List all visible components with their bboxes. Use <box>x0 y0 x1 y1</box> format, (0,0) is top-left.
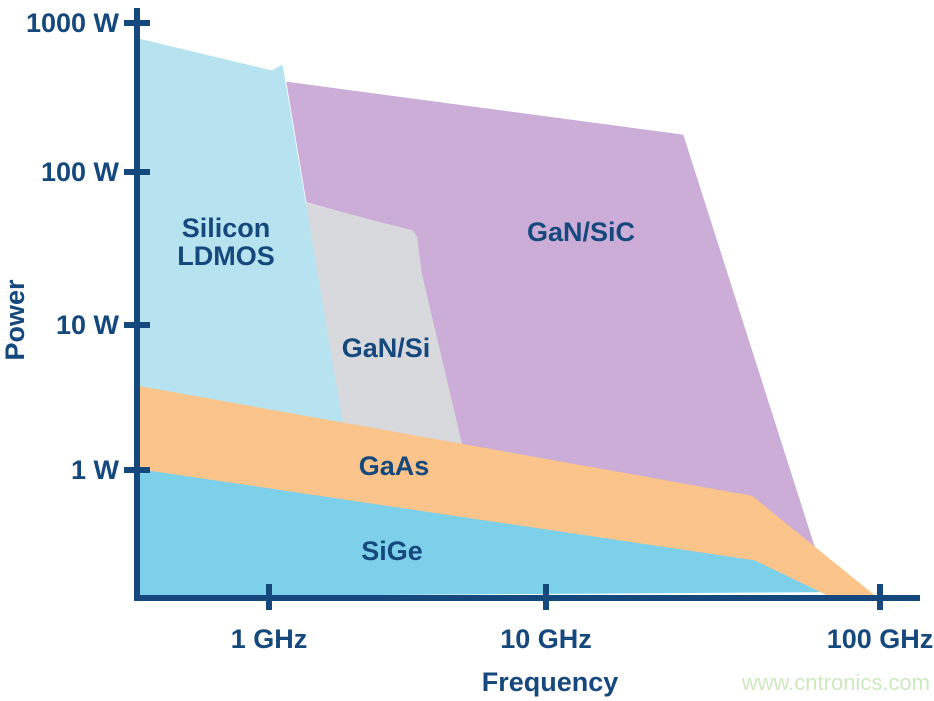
x-axis-title: Frequency <box>482 667 619 697</box>
x-tick-label: 10 GHz <box>500 624 592 654</box>
region-label-silicon-ldmos: LDMOS <box>177 241 275 271</box>
region-label-gan-si: GaN/Si <box>342 333 431 363</box>
y-tick-label: 1000 W <box>26 8 120 38</box>
y-axis-title: Power <box>0 279 30 361</box>
x-tick-label: 1 GHz <box>231 624 308 654</box>
watermark-text: www.cntronics.com <box>741 670 930 695</box>
region-label-gaas: GaAs <box>359 451 430 481</box>
y-tick-label: 10 W <box>56 310 120 340</box>
region-label-silicon-ldmos: Silicon <box>182 213 271 243</box>
y-tick-label: 100 W <box>41 157 120 187</box>
region-label-gan-sic: GaN/SiC <box>527 217 635 247</box>
y-tick-label: 1 W <box>71 455 120 485</box>
chart-axes: 1000 W 100 W 10 W 1 W 1 GHz 10 GHz 100 GHz <box>26 8 933 654</box>
chart-regions <box>135 37 876 597</box>
region-label-sige: SiGe <box>361 536 423 566</box>
x-tick-label: 100 GHz <box>827 624 934 654</box>
